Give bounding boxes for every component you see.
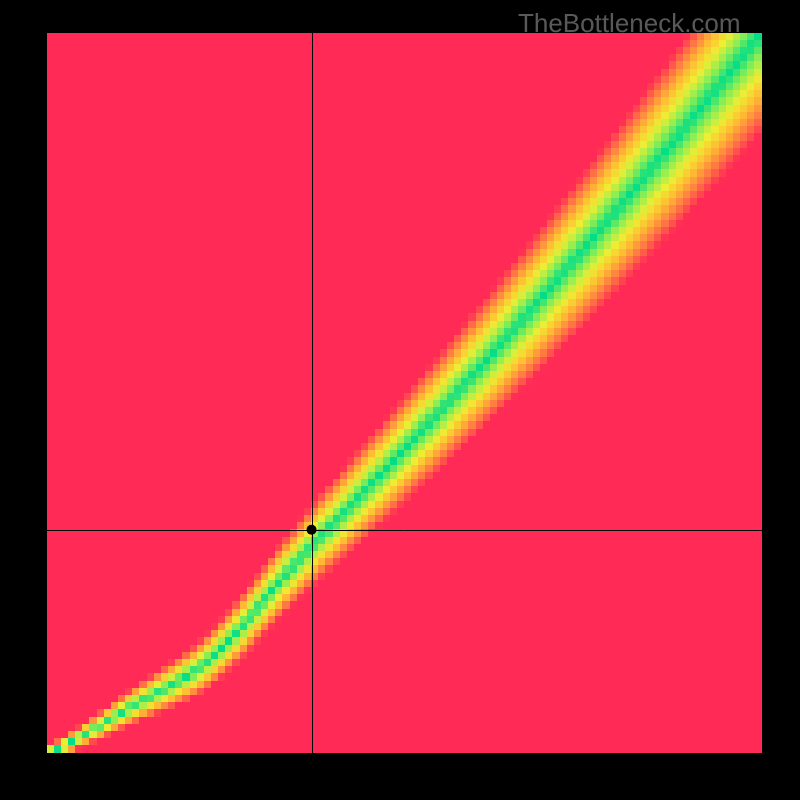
watermark-text: TheBottleneck.com (518, 8, 741, 39)
chart-wrap: TheBottleneck.com (0, 0, 800, 800)
bottleneck-heatmap (47, 33, 762, 753)
